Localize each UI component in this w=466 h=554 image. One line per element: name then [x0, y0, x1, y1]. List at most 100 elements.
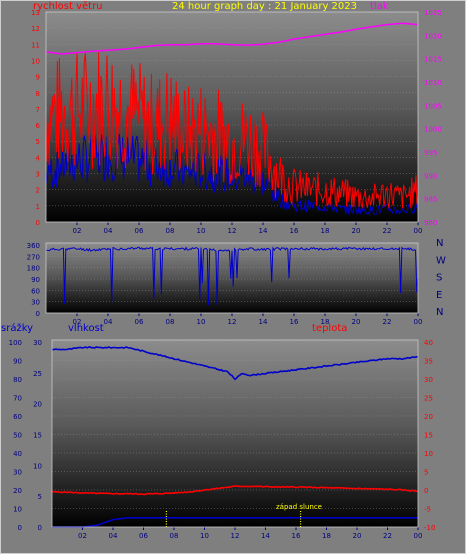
x-tick-label: 02	[78, 532, 87, 540]
y-rain-tick-label: 0	[18, 524, 22, 532]
x-tick-label: 04	[109, 532, 118, 540]
y-tick-label: 90	[31, 276, 40, 284]
compass-letter: N	[436, 307, 443, 318]
x-tick-label: 16	[292, 532, 301, 540]
temperature-series	[51, 485, 419, 496]
humidity-temperature-plot-area	[52, 340, 418, 527]
wind-direction-series	[45, 246, 419, 306]
y-temperature-tick-label: -5	[424, 506, 431, 514]
x-tick-label: 10	[200, 532, 209, 540]
x-tick-label: 18	[321, 318, 330, 326]
y-right-tick-label: 1020	[424, 32, 442, 40]
wind-speed-label: rychlost větru	[33, 0, 103, 12]
y-left-tick-label: 7	[36, 106, 40, 114]
x-tick-label: 10	[197, 227, 206, 235]
humidity-temperature-plot-border	[51, 339, 419, 528]
x-tick-label: 06	[135, 318, 144, 326]
y-tick-label: 270	[27, 253, 40, 261]
y-humidity-tick-label: 30	[33, 339, 42, 347]
x-tick-label: 12	[228, 227, 237, 235]
y-left-tick-label: 2	[36, 187, 40, 195]
x-tick-label: 20	[352, 227, 361, 235]
y-humidity-tick-label: 25	[33, 370, 42, 378]
y-left-tick-label: 0	[36, 219, 40, 227]
y-temperature-tick-label: 0	[424, 487, 428, 495]
y-humidity-tick-label: 20	[33, 401, 42, 409]
y-temperature-tick-label: 15	[424, 432, 433, 440]
y-right-tick-label: 1000	[424, 126, 442, 134]
y-rain-tick-label: 50	[13, 432, 22, 440]
pressure-label: tlak	[370, 1, 389, 12]
y-temperature-tick-label: 40	[424, 339, 433, 347]
x-tick-label: 06	[135, 227, 144, 235]
x-tick-label: 18	[321, 227, 330, 235]
y-temperature-tick-label: 10	[424, 450, 433, 458]
rain-series	[52, 517, 418, 528]
y-left-tick-label: 1	[36, 203, 40, 211]
y-rain-tick-label: 20	[13, 487, 22, 495]
y-rain-tick-label: 10	[13, 506, 22, 514]
y-rain-tick-label: 80	[13, 376, 22, 384]
y-right-tick-label: 995	[424, 149, 437, 157]
x-tick-label: 08	[170, 532, 179, 540]
y-temperature-tick-label: 30	[424, 376, 433, 384]
wind-gust-series	[45, 52, 419, 210]
x-tick-label: 16	[290, 318, 299, 326]
y-rain-tick-label: 60	[13, 413, 22, 421]
x-tick-label: 10	[197, 318, 206, 326]
x-tick-label: 06	[139, 532, 148, 540]
y-humidity-tick-label: 15	[33, 432, 42, 440]
y-right-tick-label: 990	[424, 172, 437, 180]
y-tick-label: 360	[27, 242, 40, 250]
x-tick-label: 00	[414, 227, 423, 235]
y-temperature-tick-label: 35	[424, 358, 433, 366]
y-rain-tick-label: 100	[9, 339, 22, 347]
y-left-tick-label: 10	[31, 57, 40, 65]
x-tick-label: 22	[383, 318, 392, 326]
graph-title: 24 hour graph day : 21 January 2023	[172, 1, 357, 12]
y-tick-label: 0	[36, 310, 40, 318]
y-rain-tick-label: 70	[13, 395, 22, 403]
x-tick-label: 04	[104, 227, 113, 235]
y-right-tick-label: 980	[424, 219, 437, 227]
rain-label: srážky	[1, 322, 33, 334]
y-right-tick-label: 1005	[424, 102, 442, 110]
x-tick-label: 02	[73, 318, 82, 326]
compass-letter: S	[436, 273, 442, 284]
y-rain-tick-label: 90	[13, 358, 22, 366]
x-tick-label: 14	[259, 227, 268, 235]
compass-letter: E	[436, 290, 442, 301]
wind-pressure-plot-border	[45, 11, 419, 223]
y-tick-label: 30	[31, 299, 40, 307]
y-humidity-tick-label: 5	[38, 493, 42, 501]
y-humidity-tick-label: 0	[38, 524, 42, 532]
x-tick-label: 18	[322, 532, 331, 540]
y-rain-tick-label: 30	[13, 469, 22, 477]
x-tick-label: 12	[231, 532, 240, 540]
x-tick-label: 12	[228, 318, 237, 326]
wind-direction-plot-border	[45, 242, 419, 314]
y-temperature-tick-label: 20	[424, 413, 433, 421]
y-left-tick-label: 8	[36, 90, 40, 98]
x-tick-label: 04	[104, 318, 113, 326]
sunset-annotation: západ slunce	[276, 503, 322, 511]
x-tick-label: 20	[352, 318, 361, 326]
y-right-tick-label: 1015	[424, 56, 442, 64]
y-tick-label: 60	[31, 287, 40, 295]
y-tick-label: 180	[27, 265, 40, 273]
pressure-series	[45, 22, 419, 55]
y-left-tick-label: 12	[31, 25, 40, 33]
x-tick-label: 14	[261, 532, 270, 540]
x-tick-label: 22	[383, 532, 392, 540]
y-left-tick-label: 6	[36, 122, 41, 130]
y-right-tick-label: 1025	[424, 9, 442, 17]
y-left-tick-label: 3	[36, 171, 40, 179]
x-tick-label: 22	[383, 227, 392, 235]
y-right-tick-label: 985	[424, 196, 437, 204]
x-tick-label: 08	[166, 227, 175, 235]
y-rain-tick-label: 40	[13, 450, 22, 458]
y-left-tick-label: 9	[36, 74, 40, 82]
